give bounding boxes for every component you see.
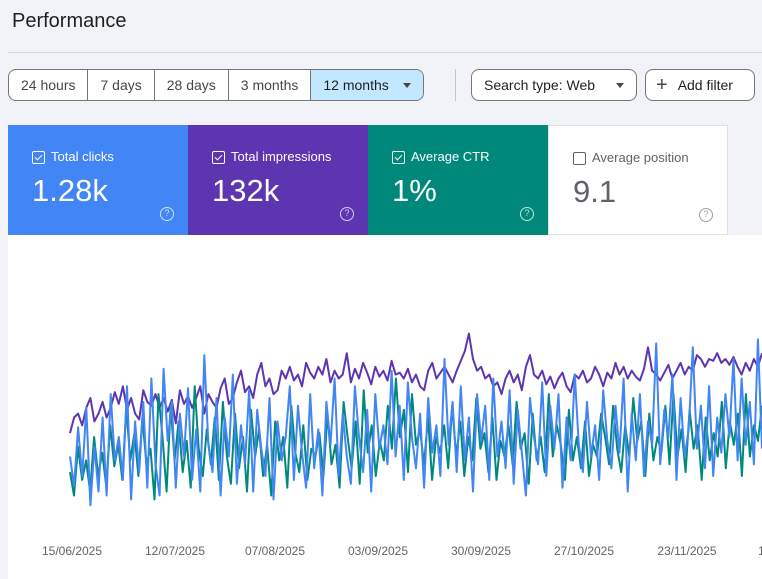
x-tick-label: 15/06/2025 <box>42 544 102 558</box>
metric-card-average-ctr[interactable]: Average CTR 1% ? <box>368 125 548 235</box>
metric-cards: Total clicks 1.28k ? Total impressions 1… <box>8 125 728 235</box>
checkbox-unchecked-icon[interactable] <box>573 152 586 165</box>
date-range-24-hours[interactable]: 24 hours <box>9 70 89 100</box>
metric-label: Total impressions <box>231 149 332 164</box>
checkbox-checked-icon[interactable] <box>32 151 45 164</box>
metric-value: 1.28k <box>32 173 108 208</box>
metric-value: 132k <box>212 173 280 208</box>
x-tick-label: 1 <box>758 544 762 558</box>
toolbar-separator <box>455 69 456 101</box>
help-icon[interactable]: ? <box>699 208 713 222</box>
series-line-clicks <box>69 338 762 507</box>
series-line-impressions <box>69 332 762 434</box>
metric-card-total-clicks[interactable]: Total clicks 1.28k ? <box>8 125 188 235</box>
search-type-label: Search type: Web <box>484 77 596 93</box>
date-range-selector: 24 hours 7 days 28 days 3 months 12 mont… <box>8 69 424 101</box>
plus-icon: + <box>656 74 668 96</box>
metric-label: Average CTR <box>411 149 490 164</box>
x-tick-label: 07/08/2025 <box>245 544 305 558</box>
date-range-label: 7 days <box>100 77 142 93</box>
chevron-down-icon <box>616 82 624 88</box>
date-range-label: 12 months <box>323 77 389 93</box>
header-divider <box>8 52 762 53</box>
date-range-12-months[interactable]: 12 months <box>311 70 423 100</box>
x-tick-label: 03/09/2025 <box>348 544 408 558</box>
metric-card-total-impressions[interactable]: Total impressions 132k ? <box>188 125 368 235</box>
page-title: Performance <box>12 10 127 32</box>
date-range-7-days[interactable]: 7 days <box>88 70 155 100</box>
x-tick-label: 23/11/2025 <box>657 544 716 558</box>
add-filter-button[interactable]: + Add filter <box>645 69 755 101</box>
date-range-label: 3 months <box>240 77 299 93</box>
search-type-dropdown[interactable]: Search type: Web <box>471 69 637 101</box>
date-range-label: 28 days <box>166 77 216 93</box>
help-icon[interactable]: ? <box>340 207 354 221</box>
performance-line-chart: 15/06/2025 12/07/2025 07/08/2025 03/09/2025… <box>42 332 762 558</box>
date-range-3-months[interactable]: 3 months <box>229 70 312 100</box>
checkbox-checked-icon[interactable] <box>392 151 405 164</box>
metric-label: Average position <box>592 150 689 165</box>
metric-value: 1% <box>392 173 437 208</box>
series-line-ctr <box>69 377 762 501</box>
metric-label: Total clicks <box>51 149 114 164</box>
x-tick-label: 12/07/2025 <box>145 544 205 558</box>
x-tick-label: 30/09/2025 <box>451 544 511 558</box>
chevron-down-icon <box>402 82 411 88</box>
help-icon[interactable]: ? <box>160 207 174 221</box>
metric-card-average-position[interactable]: Average position 9.1 ? <box>548 125 728 235</box>
x-tick-label: 27/10/2025 <box>554 544 614 558</box>
date-range-28-days[interactable]: 28 days <box>155 70 229 100</box>
checkbox-checked-icon[interactable] <box>212 151 225 164</box>
help-icon[interactable]: ? <box>520 207 534 221</box>
metric-value: 9.1 <box>573 174 617 209</box>
add-filter-label: Add filter <box>677 77 733 93</box>
performance-chart: 15/06/2025 12/07/2025 07/08/2025 03/09/2025… <box>8 235 762 579</box>
date-range-label: 24 hours <box>21 77 76 93</box>
